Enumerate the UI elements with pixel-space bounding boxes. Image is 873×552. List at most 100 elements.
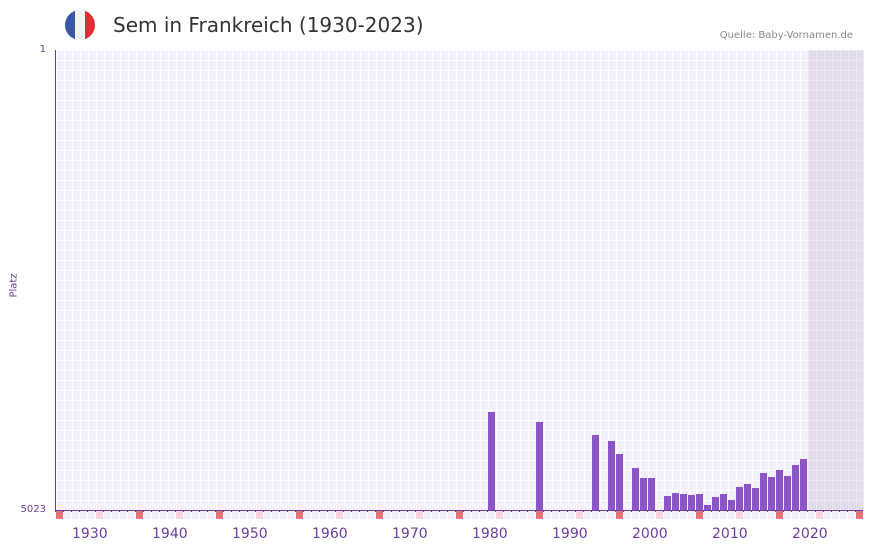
bar-2010[interactable] [712, 497, 719, 510]
plot-area [56, 50, 864, 510]
x-tick-1950: 1950 [232, 526, 268, 542]
bar-2009[interactable] [704, 505, 711, 510]
year-cell [192, 511, 199, 519]
bar-2002[interactable] [648, 478, 655, 510]
year-cell [768, 511, 775, 519]
bar-1988[interactable] [536, 421, 543, 510]
decade-marker [56, 511, 63, 519]
year-cell [528, 511, 535, 519]
bar-1982[interactable] [488, 412, 495, 510]
flag-red [85, 10, 95, 40]
year-cell [312, 511, 319, 519]
year-cell [184, 511, 191, 519]
year-cell [224, 511, 231, 519]
half-decade-marker [736, 511, 743, 519]
year-cell [104, 511, 111, 519]
bar-2015[interactable] [752, 488, 759, 510]
year-cell [704, 511, 711, 519]
year-cell [88, 511, 95, 519]
bar-2019[interactable] [784, 476, 791, 510]
bar-2008[interactable] [696, 494, 703, 510]
year-cell [368, 511, 375, 519]
x-tick-1980: 1980 [472, 526, 508, 542]
decade-marker [856, 511, 863, 519]
year-cell [360, 511, 367, 519]
year-cell [728, 511, 735, 519]
year-cell [240, 511, 247, 519]
year-cell [848, 511, 855, 519]
y-axis-label: Platz [8, 273, 20, 298]
y-tick-top: 1 [39, 44, 46, 55]
year-cell [600, 511, 607, 519]
source-label: Quelle: Baby-Vornamen.de [719, 30, 853, 41]
x-tick-2020: 2020 [792, 526, 828, 542]
y-tick-bottom: 5023 [20, 504, 46, 515]
half-decade-marker [656, 511, 663, 519]
half-decade-marker [96, 511, 103, 519]
year-cell [744, 511, 751, 519]
year-cell [648, 511, 655, 519]
bar-2007[interactable] [688, 495, 695, 510]
year-cell [352, 511, 359, 519]
bar-1998[interactable] [616, 454, 623, 510]
bar-2006[interactable] [680, 494, 687, 510]
decade-marker [456, 511, 463, 519]
bar-2011[interactable] [720, 494, 727, 510]
bar-2012[interactable] [728, 500, 735, 510]
year-cell [688, 511, 695, 519]
year-cell [488, 511, 495, 519]
year-cell [80, 511, 87, 519]
bar-2020[interactable] [792, 465, 799, 510]
bar-1995[interactable] [592, 434, 599, 510]
year-cell [232, 511, 239, 519]
bar-2000[interactable] [632, 468, 639, 510]
bar-2017[interactable] [768, 477, 775, 510]
year-cell [144, 511, 151, 519]
year-cell [832, 511, 839, 519]
bar-2013[interactable] [736, 487, 743, 510]
bar-2016[interactable] [760, 473, 767, 510]
half-decade-marker [416, 511, 423, 519]
bar-2014[interactable] [744, 484, 751, 510]
x-tick-1930: 1930 [72, 526, 108, 542]
year-cell [552, 511, 559, 519]
year-cell [544, 511, 551, 519]
year-cell [160, 511, 167, 519]
bar-2001[interactable] [640, 478, 647, 510]
decade-marker [296, 511, 303, 519]
half-decade-marker [576, 511, 583, 519]
bar-1997[interactable] [608, 441, 615, 510]
bar-2021[interactable] [800, 459, 807, 510]
x-tick-2010: 2010 [712, 526, 748, 542]
year-cell [800, 511, 807, 519]
bar-2005[interactable] [672, 493, 679, 510]
year-cell [784, 511, 791, 519]
year-cell [328, 511, 335, 519]
decade-marker [376, 511, 383, 519]
year-cell [280, 511, 287, 519]
year-cell [208, 511, 215, 519]
decade-marker [536, 511, 543, 519]
year-cell [480, 511, 487, 519]
year-cell [400, 511, 407, 519]
year-cell [680, 511, 687, 519]
year-cell [464, 511, 471, 519]
x-tick-1940: 1940 [152, 526, 188, 542]
year-cell [288, 511, 295, 519]
year-cell [592, 511, 599, 519]
year-cell [264, 511, 271, 519]
year-cell [248, 511, 255, 519]
year-cell [760, 511, 767, 519]
year-cell [424, 511, 431, 519]
bar-2018[interactable] [776, 470, 783, 510]
year-cell [320, 511, 327, 519]
decade-marker [776, 511, 783, 519]
year-markers [56, 511, 863, 519]
bar-2004[interactable] [664, 496, 671, 510]
flag-blue [65, 10, 75, 40]
x-tick-1960: 1960 [312, 526, 348, 542]
x-tick-1970: 1970 [392, 526, 428, 542]
year-cell [152, 511, 159, 519]
half-decade-marker [176, 511, 183, 519]
year-cell [520, 511, 527, 519]
